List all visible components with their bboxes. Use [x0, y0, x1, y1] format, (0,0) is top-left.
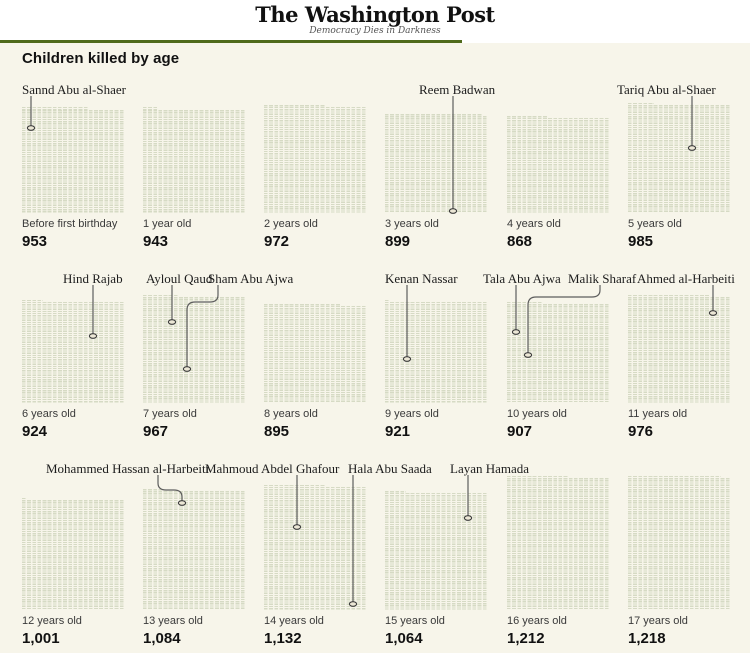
annotation-label-malik-sharaf: Malik Sharaf — [568, 271, 637, 286]
count-label-6-years-old: 924 — [22, 423, 48, 440]
age-label-5-years-old: 5 years old — [628, 218, 682, 230]
count-label-11-years-old: 976 — [628, 423, 654, 440]
waffle-chart-7-years-old — [143, 297, 246, 403]
waffle-chart-6-years-old — [22, 301, 125, 403]
annotation-label-kenan-nassar: Kenan Nassar — [385, 271, 458, 286]
annotation-label-ahmed-al-harbeiti: Ahmed al-Harbeiti — [637, 271, 735, 286]
waffle-chart-16-years-old — [507, 478, 610, 610]
waffle-partial-row-5-years-old — [628, 103, 654, 106]
waffle-chart-4-years-old — [507, 118, 610, 213]
waffle-partial-row-6-years-old — [22, 299, 43, 302]
age-label-6-years-old: 6 years old — [22, 408, 76, 420]
annotation-label-mahmoud-abdel-ghafour: Mahmoud Abdel Ghafour — [205, 461, 340, 476]
count-label-16-years-old: 1,212 — [507, 630, 545, 647]
annotation-label-tariq-abu-al-shaer: Tariq Abu al-Shaer — [617, 82, 716, 97]
age-label-11-years-old: 11 years old — [628, 408, 688, 420]
waffle-chart-before-first-birthday — [22, 109, 125, 213]
waffle-partial-row-4-years-old — [507, 116, 549, 119]
count-label-3-years-old: 899 — [385, 233, 411, 250]
waffle-partial-row-3-years-old — [385, 114, 483, 117]
waffle-partial-row-11-years-old — [628, 295, 711, 298]
annotation-label-layan-hamada: Layan Hamada — [450, 461, 530, 476]
washington-post-logo: The Washington Post — [255, 2, 495, 27]
waffle-partial-row-12-years-old — [22, 497, 28, 500]
annotation-label-ayloul-qaud: Ayloul Qaud — [146, 271, 213, 286]
count-label-9-years-old: 921 — [385, 423, 411, 440]
age-label-14-years-old: 14 years old — [264, 615, 324, 627]
age-label-17-years-old: 17 years old — [628, 615, 688, 627]
age-label-8-years-old: 8 years old — [264, 408, 318, 420]
age-label-10-years-old: 10 years old — [507, 408, 567, 420]
count-label-15-years-old: 1,064 — [385, 630, 423, 647]
count-label-4-years-old: 868 — [507, 233, 533, 250]
count-label-1-year-old: 943 — [143, 233, 169, 250]
waffle-chart-11-years-old — [628, 297, 731, 403]
waffle-partial-row-2-years-old — [264, 105, 326, 108]
waffle-partial-row-13-years-old — [143, 489, 164, 492]
waffle-partial-row-10-years-old — [507, 301, 544, 304]
waffle-chart-3-years-old — [385, 116, 488, 213]
waffle-chart-2-years-old — [264, 107, 367, 213]
annotation-label-sannd-abu-al-shaer: Sannd Abu al-Shaer — [22, 82, 126, 97]
count-label-7-years-old: 967 — [143, 423, 169, 440]
annotation-label-sham-abu-ajwa: Sham Abu Ajwa — [208, 271, 294, 286]
age-label-before-first-birthday: Before first birthday — [22, 218, 118, 230]
count-label-14-years-old: 1,132 — [264, 630, 302, 647]
masthead: The Washington Post Democracy Dies in Da… — [0, 0, 750, 43]
annotation-label-mohammed-hassan-al-harbeiti: Mohammed Hassan al-Harbeiti — [46, 461, 210, 476]
waffle-chart-14-years-old — [264, 486, 367, 610]
waffle-partial-row-16-years-old — [507, 475, 569, 478]
count-label-8-years-old: 895 — [264, 423, 290, 440]
age-label-3-years-old: 3 years old — [385, 218, 439, 230]
waffle-chart-1-year-old — [143, 109, 246, 213]
count-label-17-years-old: 1,218 — [628, 630, 666, 647]
annotation-label-hala-abu-saada: Hala Abu Saada — [348, 461, 432, 476]
count-label-5-years-old: 985 — [628, 233, 654, 250]
age-label-7-years-old: 7 years old — [143, 408, 197, 420]
page-title: Children killed by age — [22, 50, 180, 67]
age-label-2-years-old: 2 years old — [264, 218, 318, 230]
count-label-before-first-birthday: 953 — [22, 233, 48, 250]
age-label-1-year-old: 1 year old — [143, 218, 192, 230]
waffle-chart-9-years-old — [385, 301, 488, 403]
count-label-12-years-old: 1,001 — [22, 630, 60, 647]
waffle-chart-15-years-old — [385, 493, 488, 610]
annotation-label-tala-abu-ajwa: Tala Abu Ajwa — [483, 271, 561, 286]
age-label-13-years-old: 13 years old — [143, 615, 203, 627]
waffle-chart-17-years-old — [628, 478, 731, 610]
masthead-tagline: Democracy Dies in Darkness — [309, 26, 441, 36]
waffle-chart-13-years-old — [143, 491, 246, 610]
count-label-2-years-old: 972 — [264, 233, 290, 250]
count-label-13-years-old: 1,084 — [143, 630, 181, 647]
age-label-16-years-old: 16 years old — [507, 615, 567, 627]
waffle-chart-12-years-old — [22, 500, 125, 610]
waffle-partial-row-9-years-old — [385, 299, 391, 302]
age-label-4-years-old: 4 years old — [507, 218, 561, 230]
count-label-10-years-old: 907 — [507, 423, 533, 440]
waffle-partial-row-8-years-old — [264, 304, 342, 307]
waffle-partial-row-7-years-old — [143, 295, 180, 298]
age-label-15-years-old: 15 years old — [385, 615, 445, 627]
waffle-chart-10-years-old — [507, 304, 610, 403]
waffle-partial-row-before-first-birthday — [22, 107, 89, 110]
age-label-12-years-old: 12 years old — [22, 615, 82, 627]
waffle-chart-8-years-old — [264, 306, 367, 403]
waffle-partial-row-17-years-old — [628, 475, 721, 478]
masthead-rule — [0, 40, 462, 43]
waffle-partial-row-15-years-old — [385, 491, 406, 494]
waffle-partial-row-14-years-old — [264, 484, 326, 487]
waffle-chart-5-years-old — [628, 105, 731, 213]
annotation-label-reem-badwan: Reem Badwan — [419, 82, 496, 97]
age-label-9-years-old: 9 years old — [385, 408, 439, 420]
waffle-partial-row-1-year-old — [143, 107, 159, 110]
annotation-label-hind-rajab: Hind Rajab — [63, 271, 123, 286]
